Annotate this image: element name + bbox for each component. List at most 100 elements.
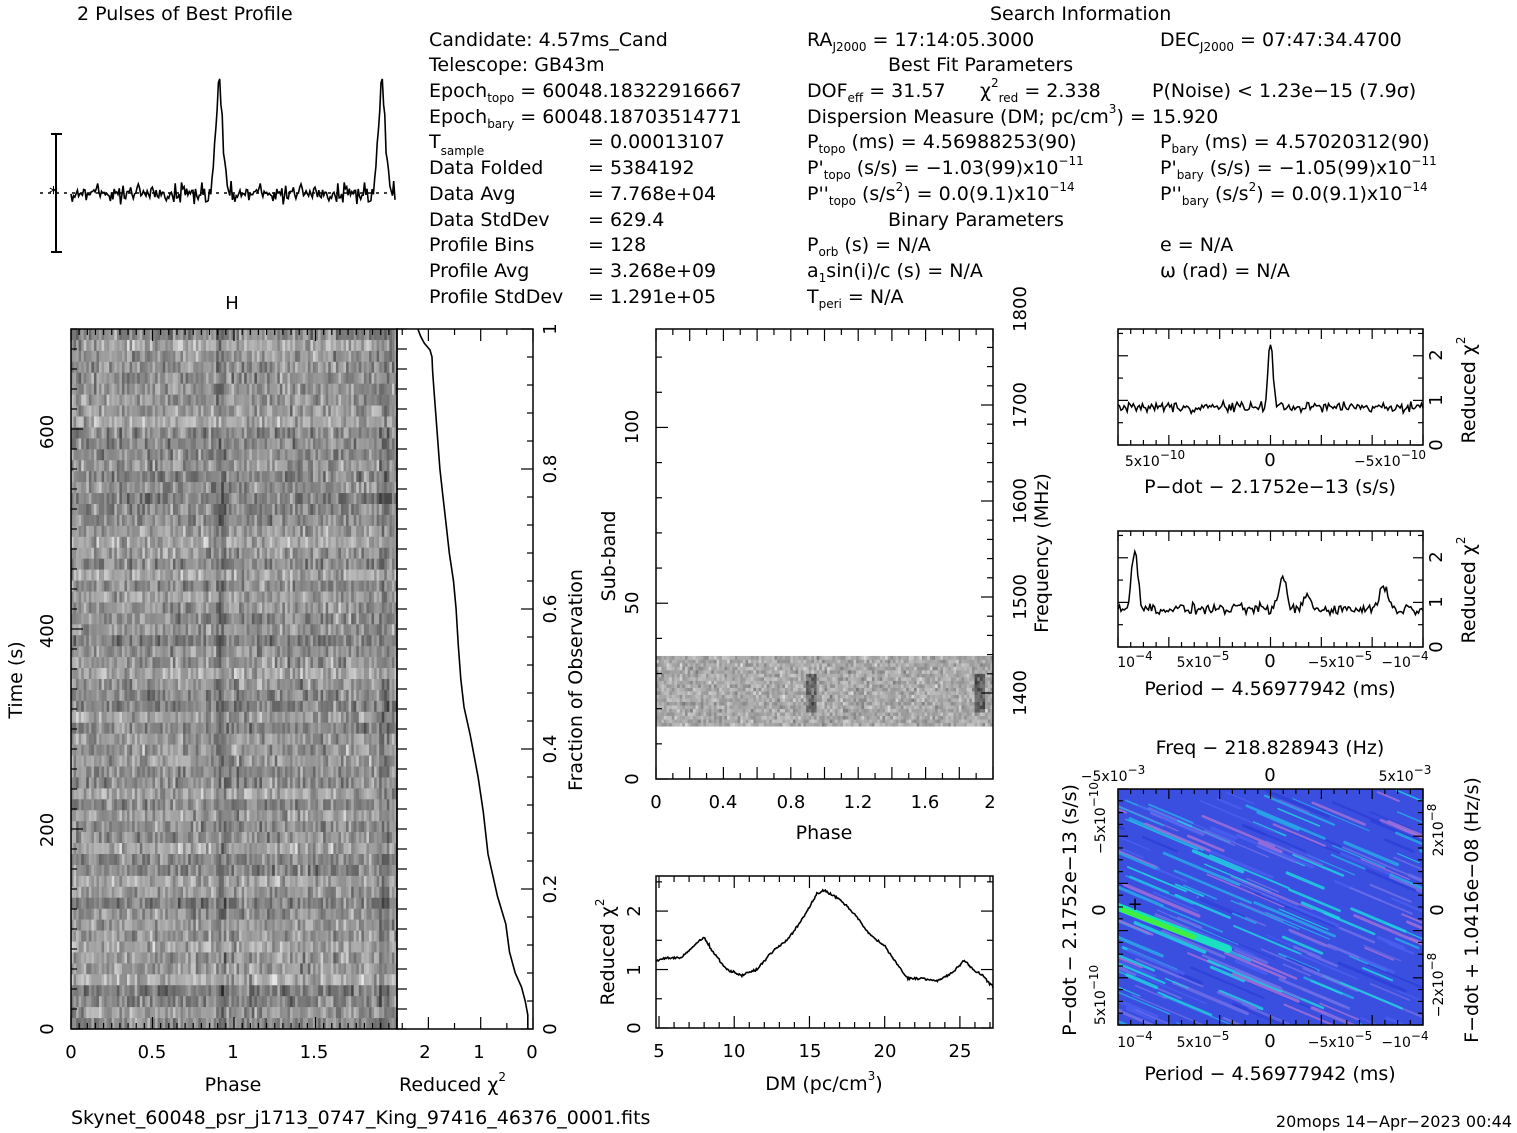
time-phase-cell [297,493,301,505]
time-phase-cell [228,613,232,625]
time-phase-cell [96,711,100,724]
time-phase-cell [318,372,321,384]
time-phase-cell [340,514,344,527]
time-phase-cell [274,558,278,570]
time-phase-cell [244,679,248,691]
time-phase-cell [172,635,176,647]
time-phase-cell [208,613,212,625]
time-phase-cell [389,449,393,461]
time-phase-cell [328,383,332,395]
time-phase-cell [351,657,355,669]
time-phase-cell [137,536,141,549]
time-phase-cell [165,635,169,647]
time-phase-cell [368,668,372,680]
time-phase-cell [318,679,321,691]
time-phase-cell [325,427,329,439]
time-phase-cell [127,744,130,756]
time-phase-cell [124,361,128,374]
time-phase-cell [234,689,237,702]
time-phase-cell [249,733,253,745]
time-phase-cell [86,657,90,669]
time-phase-cell [162,329,166,341]
time-phase-cell [381,525,385,538]
time-phase-cell [149,613,153,625]
time-phase-cell [111,591,115,603]
time-phase-cell [226,569,230,581]
time-phase-cell [262,372,265,384]
time-phase-cell [318,602,321,614]
time-phase-cell [277,635,281,647]
time-phase-cell [208,514,212,527]
time-phase-cell [282,350,286,363]
time-phase-cell [162,657,166,669]
time-phase-cell [137,383,141,395]
time-phase-cell [274,744,278,756]
time-phase-cell [208,558,212,570]
time-phase-cell [81,504,85,516]
time-phase-cell [389,591,393,603]
time-phase-cell [83,514,87,527]
time-phase-cell [226,744,230,756]
time-phase-cell [256,493,260,505]
time-phase-cell [188,329,192,341]
time-phase-cell [356,646,360,658]
time-phase-cell [371,646,375,658]
time-phase-cell [167,350,171,363]
time-phase-cell [259,689,263,702]
time-phase-cell [328,525,332,538]
time-phase-cell [216,646,220,658]
time-phase-cell [353,635,357,647]
time-phase-cell [172,657,176,669]
time-phase-cell [338,733,342,745]
time-phase-cell [73,613,77,625]
time-phase-cell [88,558,92,570]
time-phase-cell [200,438,204,450]
time-phase-cell [290,635,293,647]
time-phase-cell [121,668,125,680]
time-phase-cell [167,493,171,505]
time-phase-cell [165,350,169,363]
time-phase-cell [305,635,309,647]
time-phase-cell [162,733,166,745]
time-phase-cell [185,329,189,341]
time-phase-cell [259,547,263,559]
time-phase-cell [198,657,202,669]
time-phase-cell [91,722,95,734]
time-phase-cell [218,646,222,658]
time-phase-cell [211,350,214,363]
time-phase-cell [142,504,146,516]
time-phase-cell [246,679,250,691]
time-phase-cell [188,733,192,745]
time-phase-cell [180,569,184,581]
time-phase-cell [183,350,186,363]
time-phase-cell [394,427,397,439]
time-phase-cell [71,569,74,581]
time-phase-cell [172,547,176,559]
time-phase-cell [366,514,370,527]
time-phase-cell [183,427,186,439]
time-phase-cell [325,700,329,713]
time-phase-cell [376,624,380,636]
time-phase-cell [142,580,146,592]
time-phase-cell [116,350,120,363]
time-phase-cell [193,514,197,527]
time-phase-cell [193,525,197,538]
time-phase-cell [78,525,82,538]
time-phase-cell [394,383,397,395]
time-phase-cell [272,416,276,428]
time-phase-cell [262,471,265,483]
time-phase-cell [343,460,347,472]
time-phase-cell [323,471,326,483]
time-phase-cell [239,525,242,538]
time-phase-cell [172,372,176,384]
time-phase-cell [175,361,179,374]
time-phase-cell [340,646,344,658]
time-phase-cell [307,613,311,625]
time-phase-cell [165,558,169,570]
time-phase-cell [368,558,372,570]
time-phase-cell [99,558,102,570]
time-phase-cell [109,460,113,472]
time-phase-cell [116,471,120,483]
time-phase-cell [160,394,163,406]
time-phase-cell [175,525,179,538]
